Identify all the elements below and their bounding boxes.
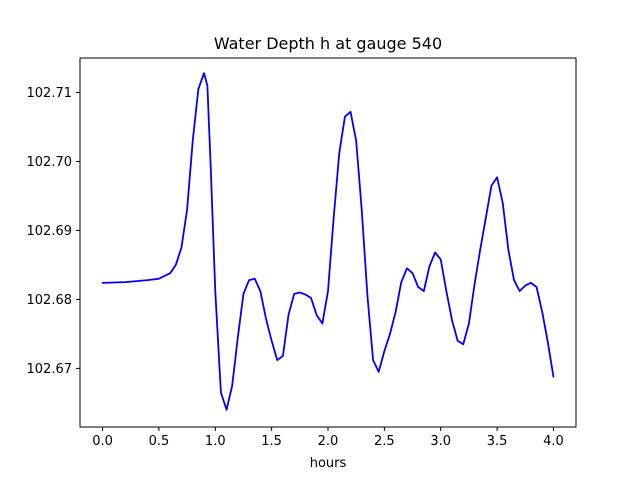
x-tick-label: 3.0 bbox=[430, 434, 451, 449]
x-tick-label: 1.5 bbox=[261, 434, 282, 449]
y-tick-label: 102.67 bbox=[27, 362, 73, 377]
x-tick-label: 4.0 bbox=[543, 434, 564, 449]
y-tick-label: 102.69 bbox=[27, 224, 73, 239]
x-tick-label: 1.0 bbox=[205, 434, 226, 449]
plot-area bbox=[80, 58, 576, 427]
series-line-0 bbox=[101, 72, 555, 411]
x-tick-label: 2.0 bbox=[318, 434, 339, 449]
series-layer bbox=[101, 72, 555, 411]
y-axis: 102.67 102.68 102.69 102.70 102.71 bbox=[27, 86, 80, 377]
x-tick-label: 3.5 bbox=[487, 434, 508, 449]
chart-title: Water Depth h at gauge 540 bbox=[214, 34, 442, 53]
x-tick-label: 0.5 bbox=[149, 434, 170, 449]
y-tick-label: 102.68 bbox=[27, 293, 73, 308]
x-tick-label: 2.5 bbox=[374, 434, 395, 449]
y-tick-label: 102.71 bbox=[27, 86, 73, 101]
x-axis-label: hours bbox=[310, 456, 347, 471]
x-axis: 0.0 0.5 1.0 1.5 2.0 2.5 3.0 3.5 4.0 bbox=[92, 427, 564, 449]
x-tick-label: 0.0 bbox=[92, 434, 113, 449]
y-tick-label: 102.70 bbox=[27, 155, 73, 170]
